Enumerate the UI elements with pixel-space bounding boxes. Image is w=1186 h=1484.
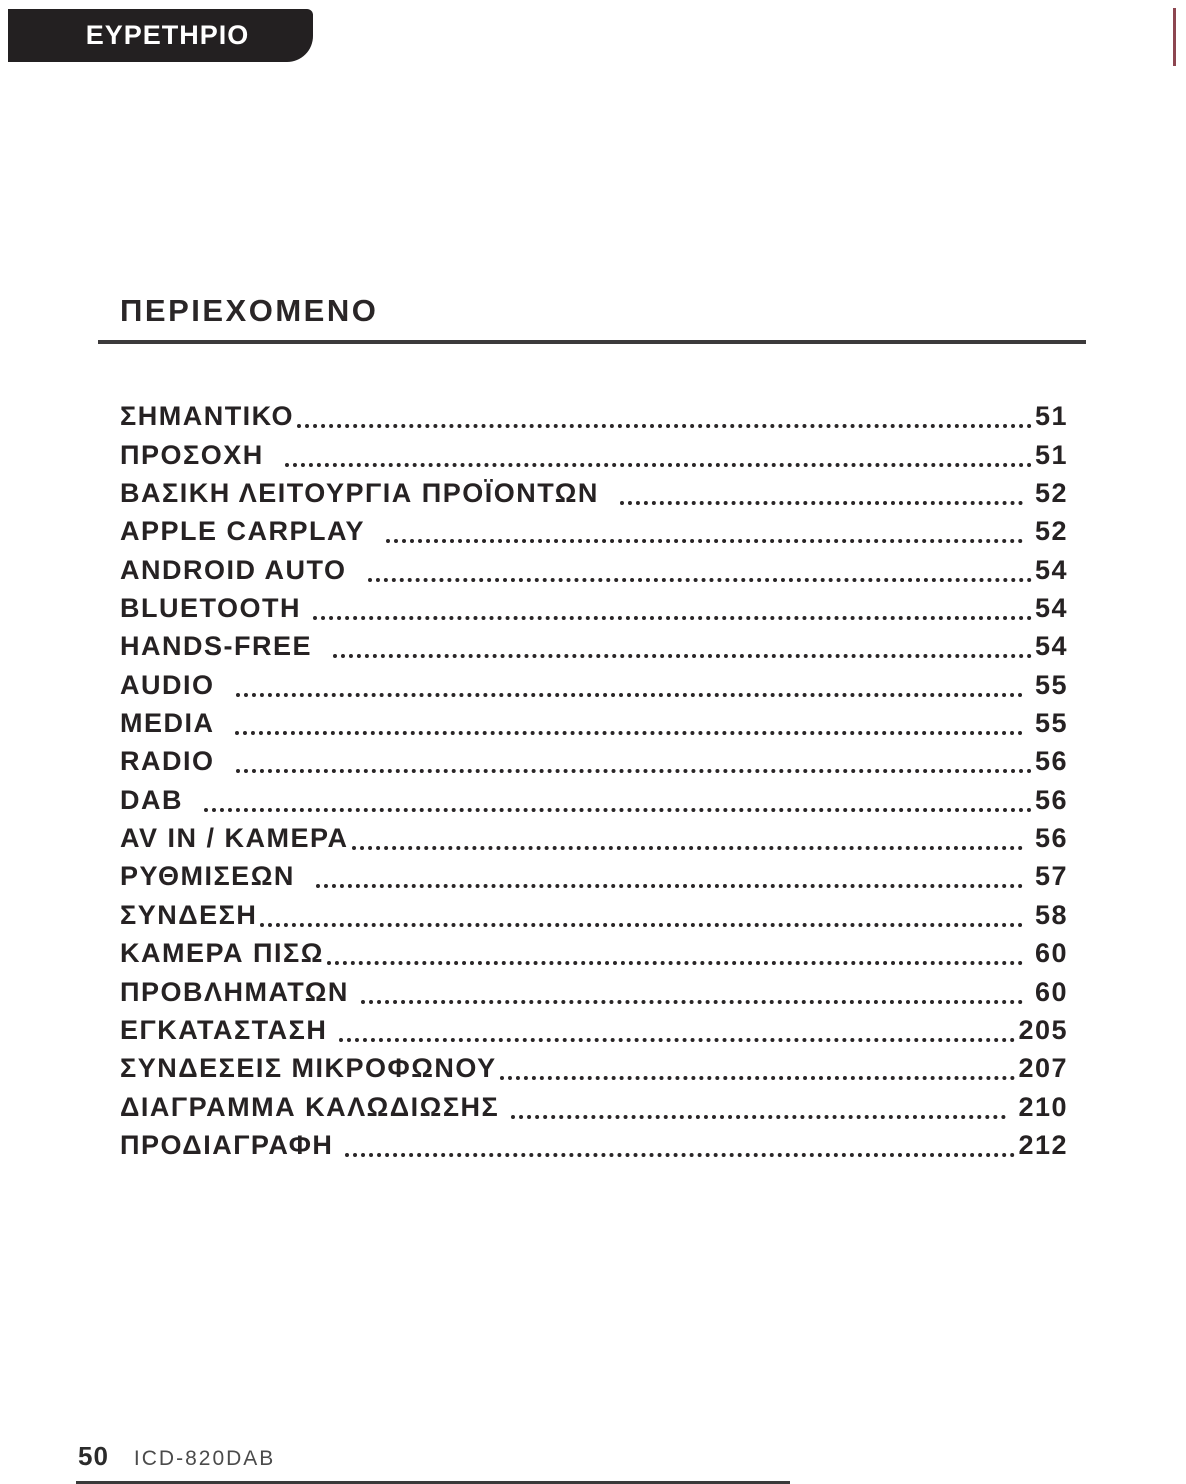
toc-leader-dots bbox=[234, 731, 1023, 736]
toc-leader-dots bbox=[204, 807, 1032, 812]
toc-row: ΚΑΜΕΡΑ ΠΙΣΩ 60 bbox=[120, 936, 1068, 974]
toc-page-number: 54 bbox=[1034, 593, 1068, 624]
toc-page-number: 60 bbox=[1025, 976, 1068, 1007]
toc-entry-label: APPLE CARPLAY bbox=[120, 516, 383, 547]
accent-mark bbox=[1173, 8, 1176, 66]
toc-entry-label: RADIO bbox=[120, 746, 233, 777]
toc-row: ΣΗΜΑΝΤΙΚΟ 51 bbox=[120, 399, 1068, 437]
toc-leader-dots bbox=[345, 1152, 1016, 1157]
toc-row: BLUETOOTH 54 bbox=[120, 591, 1068, 629]
toc-entry-label: ΠΡΟΒΛΗΜΑΤΩΝ bbox=[120, 976, 358, 1007]
toc-page-number: 56 bbox=[1034, 784, 1068, 815]
toc-row: ΔΙΑΓΡΑΜΜΑ ΚΑΛΩΔΙΩΣΗΣ 210 bbox=[120, 1089, 1068, 1127]
toc-leader-dots bbox=[260, 922, 1023, 927]
toc-row: ΠΡΟΔΙΑΓΡΑΦΗ 212 bbox=[120, 1128, 1068, 1166]
toc-page-number: 210 bbox=[1009, 1091, 1068, 1122]
title-underline bbox=[98, 340, 1086, 344]
toc-page-number: 60 bbox=[1025, 938, 1068, 969]
toc-leader-dots bbox=[313, 616, 1032, 621]
toc-row: ΒΑΣΙΚΗ ΛΕΙΤΟΥΡΓΙΑ ΠΡΟΪΟΝΤΩΝ 52 bbox=[120, 476, 1068, 514]
toc-row: ΠΡΟΒΛΗΜΑΤΩΝ 60 bbox=[120, 974, 1068, 1012]
toc-entry-label: ΠΡΟΣΟΧΗ bbox=[120, 439, 282, 470]
toc-row: AV IN / ΚΑΜΕΡΑ 56 bbox=[120, 821, 1068, 859]
toc-page-number: 55 bbox=[1025, 708, 1068, 739]
toc-entry-label: ANDROID AUTO bbox=[120, 554, 365, 585]
toc-entry-label: ΠΡΟΔΙΑΓΡΑΦΗ bbox=[120, 1129, 343, 1160]
toc-leader-dots bbox=[385, 539, 1023, 544]
toc-page-number: 54 bbox=[1034, 554, 1068, 585]
toc-row: ΣΥΝΔΕΣΗ 58 bbox=[120, 897, 1068, 935]
toc-row: HANDS-FREE 54 bbox=[120, 629, 1068, 667]
toc-leader-dots bbox=[326, 961, 1023, 966]
toc-entry-label: ΕΓΚΑΤΑΣΤΑΣΗ bbox=[120, 1014, 337, 1045]
toc-page-number: 51 bbox=[1034, 439, 1068, 470]
toc-leader-dots bbox=[360, 999, 1023, 1004]
toc-page-number: 51 bbox=[1034, 401, 1068, 432]
toc-entry-label: DAB bbox=[120, 784, 201, 815]
toc-entry-label: BLUETOOTH bbox=[120, 593, 310, 624]
section-tab-banner: ΕΥΡΕΤΗΡΙΟ bbox=[8, 9, 313, 62]
toc-leader-dots bbox=[499, 1076, 1016, 1081]
toc-row: RADIO 56 bbox=[120, 744, 1068, 782]
toc-row: ΕΓΚΑΤΑΣΤΑΣΗ 205 bbox=[120, 1013, 1068, 1051]
toc-row: DAB 56 bbox=[120, 782, 1068, 820]
toc-entry-label: ΣΗΜΑΝΤΙΚΟ bbox=[120, 401, 294, 432]
toc-row: ΣΥΝΔΕΣΕΙΣ ΜΙΚΡΟΦΩΝΟΥ 207 bbox=[120, 1051, 1068, 1089]
toc-leader-dots bbox=[315, 884, 1023, 889]
toc-page-number: 52 bbox=[1025, 516, 1068, 547]
toc-row: ΠΡΟΣΟΧΗ 51 bbox=[120, 437, 1068, 475]
toc-page-number: 52 bbox=[1025, 478, 1068, 509]
toc-leader-dots bbox=[511, 1114, 1007, 1119]
footer-page-number: 50 bbox=[78, 1441, 109, 1471]
toc-page-number: 55 bbox=[1025, 669, 1068, 700]
toc-leader-dots bbox=[235, 692, 1023, 697]
toc-row: MEDIA 55 bbox=[120, 706, 1068, 744]
toc-row: APPLE CARPLAY 52 bbox=[120, 514, 1068, 552]
page-footer: 50 ICD-820DAB bbox=[78, 1441, 275, 1472]
toc-entry-label: ΚΑΜΕΡΑ ΠΙΣΩ bbox=[120, 938, 324, 969]
toc-entry-label: ΣΥΝΔΕΣΕΙΣ ΜΙΚΡΟΦΩΝΟΥ bbox=[120, 1053, 497, 1084]
toc-leader-dots bbox=[339, 1037, 1016, 1042]
toc-row: ΡΥΘΜΙΣΕΩΝ 57 bbox=[120, 859, 1068, 897]
toc-list: ΣΗΜΑΝΤΙΚΟ 51 ΠΡΟΣΟΧΗ 51 ΒΑΣΙΚΗ ΛΕΙΤΟΥΡΓΙ… bbox=[120, 399, 1068, 1166]
toc-entry-label: AV IN / ΚΑΜΕΡΑ bbox=[120, 823, 349, 854]
toc-page-number: 54 bbox=[1034, 631, 1068, 662]
toc-entry-label: MEDIA bbox=[120, 708, 232, 739]
toc-leader-dots bbox=[367, 577, 1032, 582]
toc-leader-dots bbox=[619, 501, 1023, 506]
toc-entry-label: ΔΙΑΓΡΑΜΜΑ ΚΑΛΩΔΙΩΣΗΣ bbox=[120, 1091, 509, 1122]
footer-bottom-rule bbox=[76, 1481, 790, 1484]
toc-leader-dots bbox=[296, 424, 1032, 429]
toc-entry-label: ΣΥΝΔΕΣΗ bbox=[120, 899, 258, 930]
footer-model-label: ICD-820DAB bbox=[133, 1447, 276, 1470]
toc-page-number: 58 bbox=[1025, 899, 1068, 930]
toc-page-number: 57 bbox=[1025, 861, 1068, 892]
toc-page-number: 207 bbox=[1018, 1053, 1068, 1084]
page-title: ΠΕΡΙΕΧΟΜΕΝΟ bbox=[120, 293, 379, 328]
toc-page-number: 56 bbox=[1025, 823, 1068, 854]
toc-page-number: 56 bbox=[1034, 746, 1068, 777]
toc-page-number: 205 bbox=[1018, 1014, 1068, 1045]
toc-leader-dots bbox=[351, 846, 1023, 851]
toc-entry-label: ΒΑΣΙΚΗ ΛΕΙΤΟΥΡΓΙΑ ΠΡΟΪΟΝΤΩΝ bbox=[120, 478, 617, 509]
toc-leader-dots bbox=[284, 462, 1032, 467]
toc-entry-label: ΡΥΘΜΙΣΕΩΝ bbox=[120, 861, 313, 892]
toc-page-number: 212 bbox=[1018, 1129, 1068, 1160]
toc-row: AUDIO 55 bbox=[120, 667, 1068, 705]
toc-leader-dots bbox=[235, 769, 1032, 774]
toc-row: ANDROID AUTO 54 bbox=[120, 552, 1068, 590]
toc-entry-label: AUDIO bbox=[120, 669, 233, 700]
toc-entry-label: HANDS-FREE bbox=[120, 631, 331, 662]
toc-leader-dots bbox=[333, 654, 1032, 659]
section-tab-label: ΕΥΡΕΤΗΡΙΟ bbox=[85, 20, 250, 50]
